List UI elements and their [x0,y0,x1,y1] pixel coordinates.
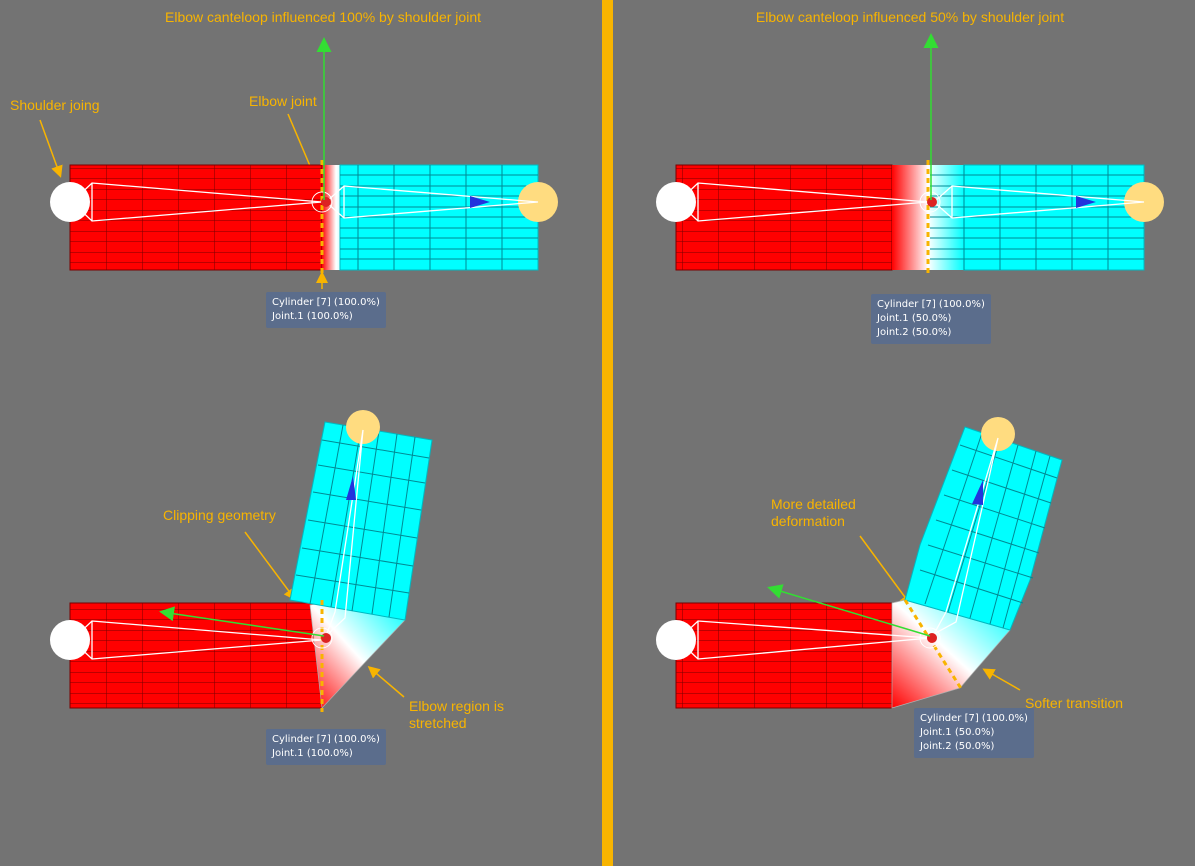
callout-detailed-label: More detailed [771,496,856,512]
tooltip-line: Cylinder [7] (100.0%) [272,734,380,745]
callout-stretched-label-2: stretched [409,715,467,731]
elbow-joint-icon [927,633,937,643]
tooltip-line: Joint.2 (50.0%) [877,327,952,338]
x-axis-arrow [767,584,931,637]
callout-detailed-label-2: deformation [771,513,845,529]
tooltip-line: Joint.1 (50.0%) [920,727,995,738]
tooltip-line: Joint.2 (50.0%) [920,741,995,752]
weight-tooltip: Cylinder [7] (100.0%) Joint.1 (100.0%) [266,729,386,765]
lower-bone-icon [325,185,539,219]
panel-top-left: Elbow canteloop influenced 100% by shoul… [10,9,558,289]
tooltip-line: Cylinder [7] (100.0%) [272,297,380,308]
shoulder-joint-icon [656,182,696,222]
callout-shoulder-arrow [39,119,63,178]
tooltip-line: Joint.1 (100.0%) [272,748,353,759]
lower-arm-mesh [904,426,1063,631]
weight-tooltip: Cylinder [7] (100.0%) Joint.1 (50.0%) Jo… [914,708,1034,758]
tooltip-line: Cylinder [7] (100.0%) [877,299,985,310]
x-axis-arrow [159,606,325,637]
callout-softer-arrow [982,668,1021,691]
wrist-joint-icon [981,417,1015,451]
weight-tooltip: Cylinder [7] (100.0%) Joint.1 (100.0%) [266,292,386,328]
panel-bottom-right: More detailed deformation Softer transit… [656,417,1123,711]
lower-bone-icon [932,437,999,636]
lower-arm-mesh [289,421,433,621]
tooltip-line: Joint.1 (100.0%) [272,311,353,322]
panel-title: Elbow canteloop influenced 100% by shoul… [165,9,481,25]
panel-top-right: Elbow canteloop influenced 50% by should… [656,9,1164,275]
panel-divider [602,0,613,866]
lower-bone-icon [933,185,1145,219]
tooltip-line: Joint.1 (50.0%) [877,313,952,324]
elbow-joint-icon [927,197,937,207]
panel-title: Elbow canteloop influenced 50% by should… [756,9,1064,25]
callout-clipping-label: Clipping geometry [163,507,276,523]
callout-detailed-arrow [859,535,912,607]
shoulder-joint-icon [50,620,90,660]
elbow-blend-region [309,602,406,709]
elbow-joint-icon [321,633,331,643]
shoulder-joint-icon [50,182,90,222]
callout-shoulder-label: Shoulder joing [10,97,100,113]
elbow-joint-icon [321,197,331,207]
callout-clipping-arrow [244,531,296,601]
callout-elbow-label: Elbow joint [249,93,317,109]
callout-softer-label: Softer transition [1025,695,1123,711]
callout-stretched-label: Elbow region is [409,698,504,714]
callout-stretched-arrow [367,666,405,698]
lower-bone-icon [325,429,364,637]
tooltip-line: Cylinder [7] (100.0%) [920,713,1028,724]
wrist-joint-icon [346,410,380,444]
shoulder-joint-icon [656,620,696,660]
panel-bottom-left: Clipping geometry Elbow region is stretc… [50,410,504,731]
weight-tooltip: Cylinder [7] (100.0%) Joint.1 (50.0%) Jo… [871,294,991,344]
